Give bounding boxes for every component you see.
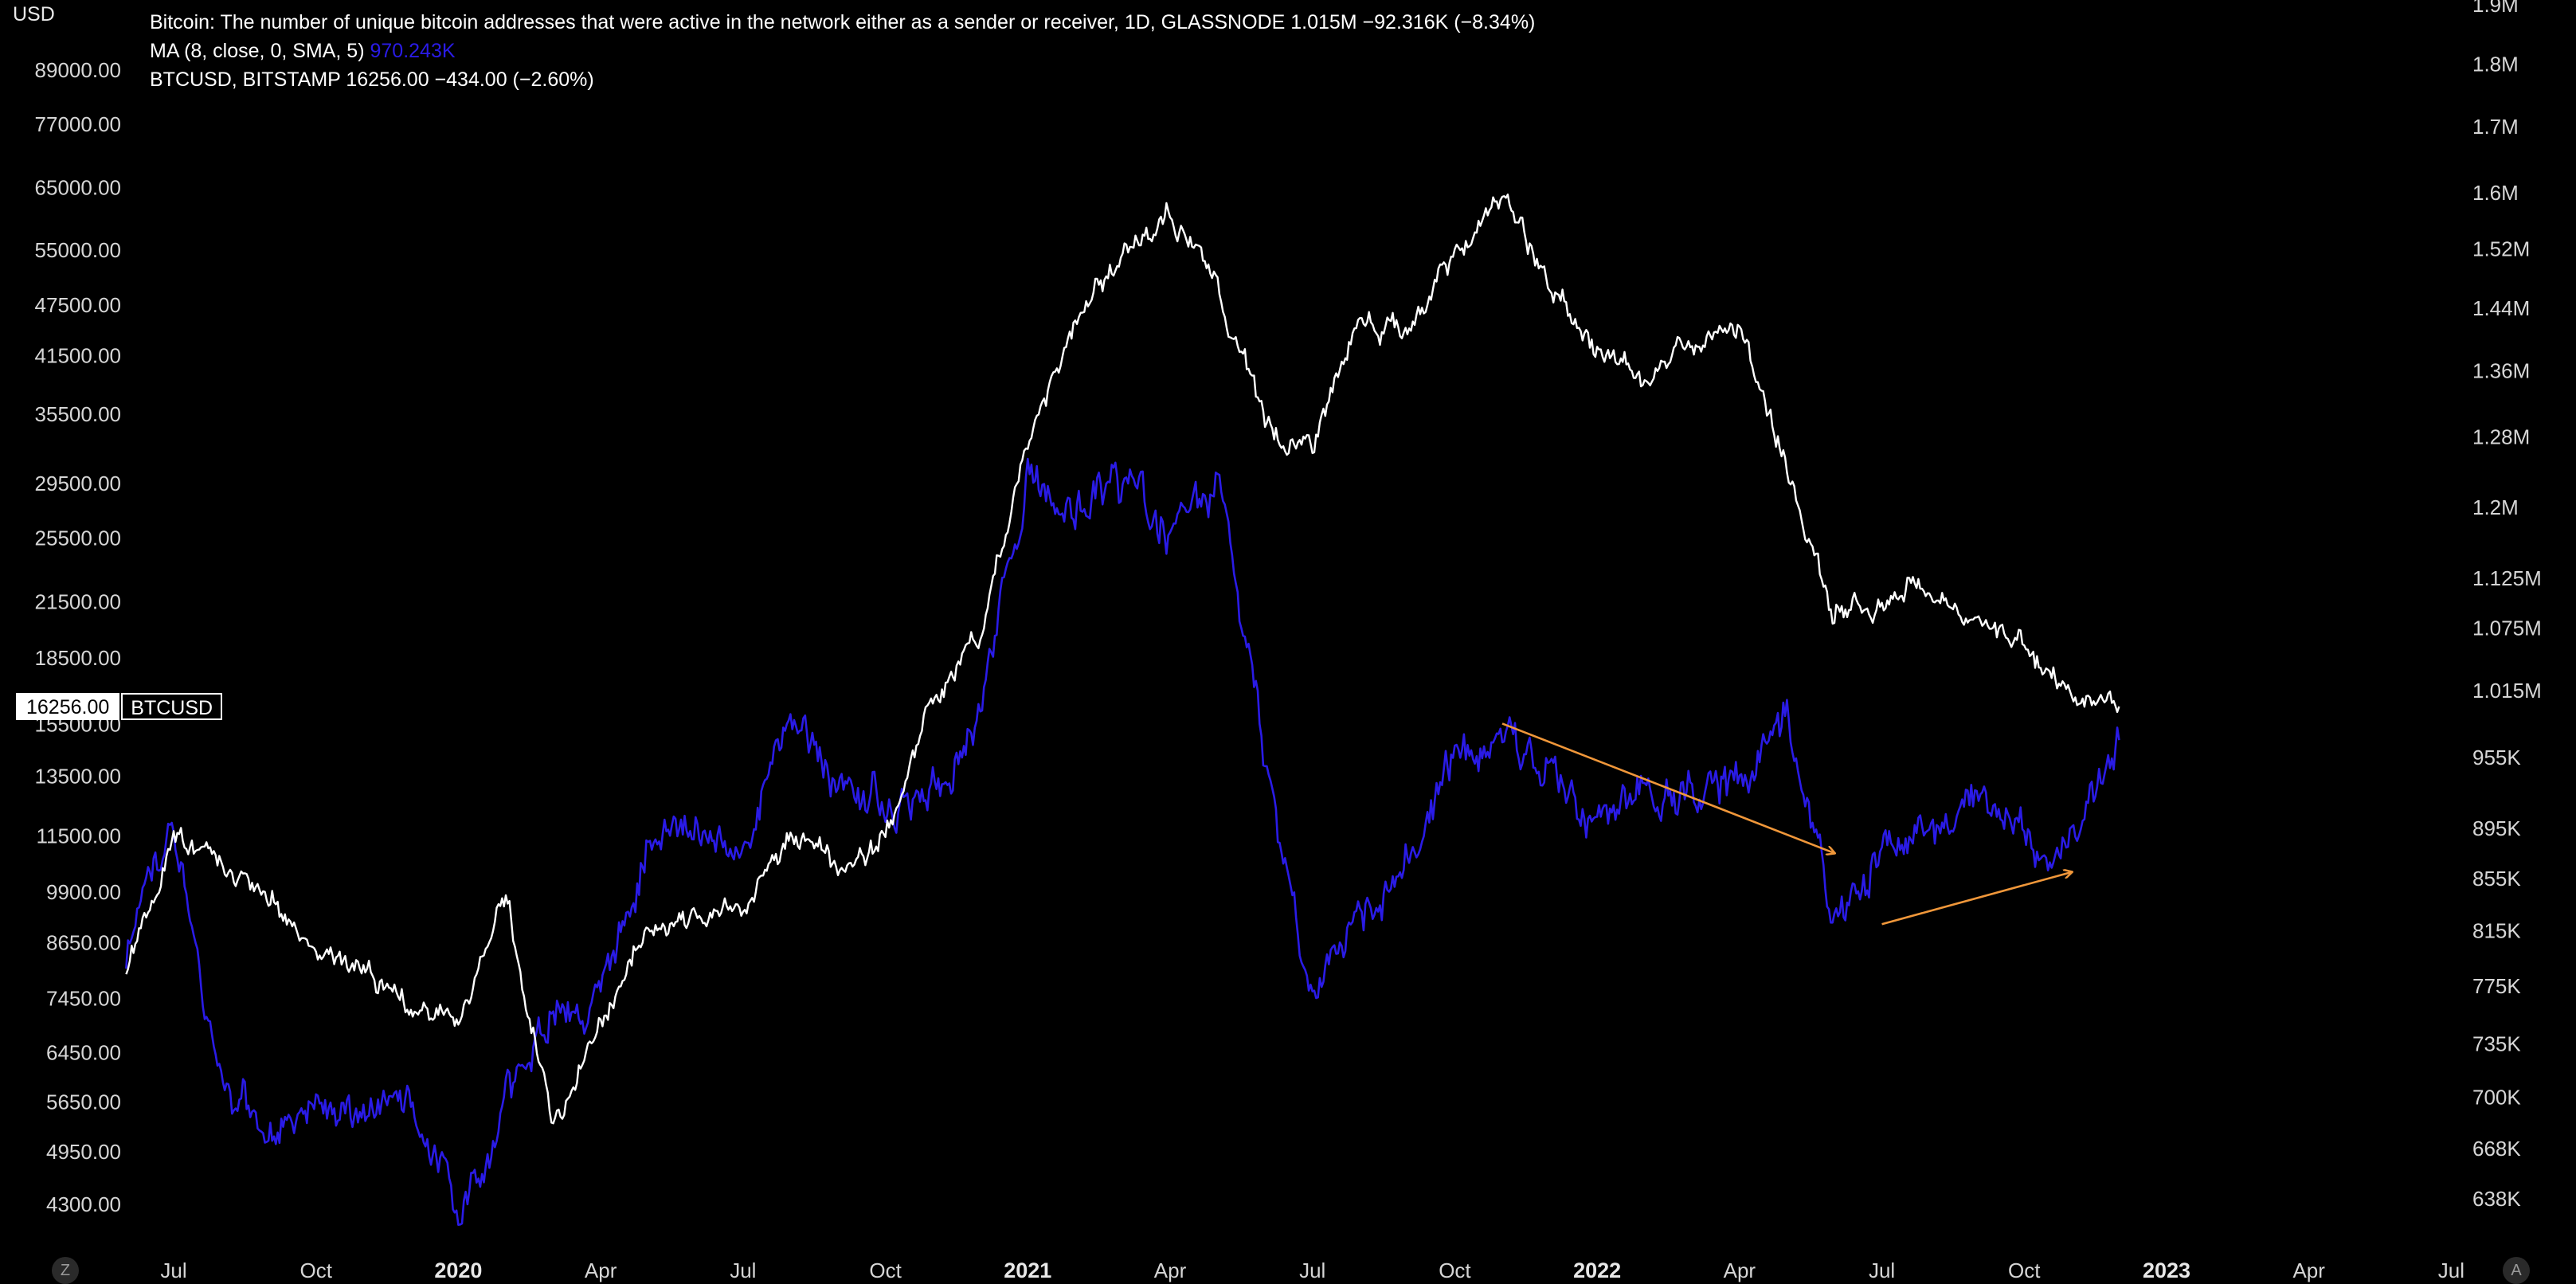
left-tick-label: 4300.00: [46, 1192, 121, 1216]
x-tick-label: 2020: [434, 1259, 482, 1282]
right-tick-label: 1.125M: [2472, 566, 2542, 590]
series-addresses-ma-line[interactable]: [125, 457, 2120, 1226]
x-tick-label: Jul: [1299, 1259, 1325, 1282]
left-tick-label: 89000.00: [35, 58, 121, 82]
x-tick-label: Jul: [160, 1259, 186, 1282]
trend-arrow-2[interactable]: [1881, 872, 2072, 926]
right-tick-label: 1.6M: [2472, 181, 2519, 205]
left-tick-label: 7450.00: [46, 987, 121, 1011]
x-tick-label: 2021: [1004, 1259, 1051, 1282]
right-tick-label: 1.075M: [2472, 616, 2542, 640]
right-tick-label: 1.36M: [2472, 358, 2530, 382]
legend-ma[interactable]: MA (8, close, 0, SMA, 5) 970.243K: [150, 37, 1535, 65]
right-tick-label: 735K: [2472, 1032, 2521, 1056]
x-tick-label: Oct: [299, 1259, 332, 1282]
right-tick-label: 895K: [2472, 816, 2521, 840]
left-tick-label: 25500.00: [35, 526, 121, 550]
x-tick-label: Apr: [1724, 1259, 1756, 1282]
left-axis-unit: USD: [13, 3, 55, 25]
left-tick-label: 9900.00: [46, 880, 121, 904]
legend-ma-label: MA (8, close, 0, SMA, 5): [150, 40, 365, 62]
last-price-label: 16256.00 BTCUSD: [16, 693, 223, 720]
right-tick-label: 815K: [2472, 919, 2521, 943]
right-tick-label: 1.9M: [2472, 0, 2519, 17]
right-tick-label: 700K: [2472, 1086, 2521, 1110]
zoom-toggle-icon[interactable]: Z: [52, 1257, 79, 1284]
right-tick-label: 1.44M: [2472, 296, 2530, 320]
right-tick-label: 1.28M: [2472, 425, 2530, 449]
left-tick-label: 21500.00: [35, 590, 121, 614]
left-tick-label: 29500.00: [35, 472, 121, 495]
left-tick-label: 55000.00: [35, 238, 121, 262]
right-tick-label: 638K: [2472, 1187, 2521, 1211]
right-tick-label: 1.015M: [2472, 679, 2542, 703]
auto-scale-icon[interactable]: A: [2503, 1257, 2530, 1284]
right-tick-label: 1.2M: [2472, 495, 2519, 519]
left-tick-label: 35500.00: [35, 402, 121, 426]
right-tick-label: 955K: [2472, 746, 2521, 769]
left-tick-label: 41500.00: [35, 344, 121, 368]
left-tick-label: 77000.00: [35, 112, 121, 136]
right-tick-label: 1.52M: [2472, 237, 2530, 261]
x-tick-label: Oct: [2008, 1259, 2041, 1282]
x-tick-label: Oct: [869, 1259, 902, 1282]
legend-addresses[interactable]: Bitcoin: The number of unique bitcoin ad…: [150, 11, 1536, 33]
left-tick-label: 47500.00: [35, 293, 121, 317]
legend-btcusd[interactable]: BTCUSD, BITSTAMP 16256.00 −434.00 (−2.60…: [150, 69, 594, 91]
series-btcusd-line[interactable]: [125, 194, 2120, 1125]
x-tick-label: Jul: [730, 1259, 756, 1282]
x-tick-label: Apr: [2292, 1259, 2325, 1282]
x-tick-label: Oct: [1439, 1259, 1471, 1282]
left-tick-label: 13500.00: [35, 764, 121, 788]
x-tick-label: Apr: [1154, 1259, 1187, 1282]
x-tick-label: Jul: [2438, 1259, 2464, 1282]
chart-legend: Bitcoin: The number of unique bitcoin ad…: [150, 8, 1535, 94]
right-tick-label: 775K: [2472, 974, 2521, 998]
x-tick-label: Apr: [585, 1259, 617, 1282]
last-price-value: 16256.00: [16, 693, 120, 720]
left-tick-label: 11500.00: [36, 824, 121, 848]
left-tick-label: 6450.00: [46, 1040, 121, 1064]
left-tick-label: 5650.00: [46, 1090, 121, 1114]
right-tick-label: 1.8M: [2472, 52, 2519, 76]
left-tick-label: 4950.00: [46, 1140, 121, 1164]
trend-arrow-1[interactable]: [1501, 722, 1834, 853]
right-tick-label: 1.7M: [2472, 115, 2519, 139]
x-tick-label: Jul: [1869, 1259, 1895, 1282]
x-tick-label: 2022: [1573, 1259, 1621, 1282]
x-tick-label: 2023: [2143, 1259, 2190, 1282]
right-tick-label: 855K: [2472, 867, 2521, 891]
legend-ma-value: 970.243K: [370, 40, 456, 62]
left-tick-label: 8650.00: [46, 931, 121, 955]
last-price-symbol: BTCUSD: [121, 693, 223, 720]
right-tick-label: 668K: [2472, 1137, 2521, 1161]
left-tick-label: 65000.00: [35, 176, 121, 200]
left-tick-label: 18500.00: [35, 646, 121, 670]
